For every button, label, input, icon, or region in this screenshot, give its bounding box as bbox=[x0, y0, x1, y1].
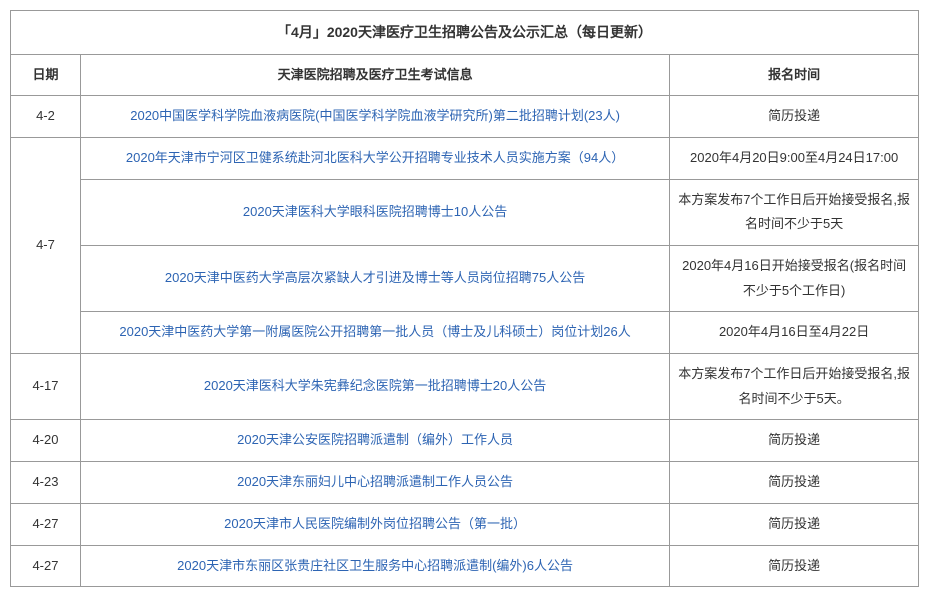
table-row: 4-27 2020天津市东丽区张贵庄社区卫生服务中心招聘派遣制(编外)6人公告 简历… bbox=[11, 545, 919, 587]
table-row: 4-27 2020天津市人民医院编制外岗位招聘公告（第一批） 简历投递 bbox=[11, 503, 919, 545]
info-cell: 2020天津医科大学朱宪彝纪念医院第一批招聘博士20人公告 bbox=[80, 354, 669, 420]
time-cell: 2020年4月20日9:00至4月24日17:00 bbox=[670, 137, 919, 179]
posting-link[interactable]: 2020天津市人民医院编制外岗位招聘公告（第一批） bbox=[224, 516, 526, 531]
table-row: 4-23 2020天津东丽妇儿中心招聘派遣制工作人员公告 简历投递 bbox=[11, 462, 919, 504]
table-title: 「4月」2020天津医疗卫生招聘公告及公示汇总（每日更新） bbox=[11, 11, 919, 55]
info-cell: 2020年天津市宁河区卫健系统赴河北医科大学公开招聘专业技术人员实施方案（94人… bbox=[80, 137, 669, 179]
header-info: 天津医院招聘及医疗卫生考试信息 bbox=[80, 54, 669, 96]
info-cell: 2020天津医科大学眼科医院招聘博士10人公告 bbox=[80, 179, 669, 245]
info-cell: 2020天津中医药大学第一附属医院公开招聘第一批人员（博士及儿科硕士）岗位计划2… bbox=[80, 312, 669, 354]
time-cell: 简历投递 bbox=[670, 96, 919, 138]
posting-link[interactable]: 2020天津中医药大学高层次紧缺人才引进及博士等人员岗位招聘75人公告 bbox=[165, 270, 585, 285]
posting-link[interactable]: 2020天津东丽妇儿中心招聘派遣制工作人员公告 bbox=[237, 474, 513, 489]
info-cell: 2020天津公安医院招聘派遣制（编外）工作人员 bbox=[80, 420, 669, 462]
date-cell: 4-2 bbox=[11, 96, 81, 138]
date-cell: 4-17 bbox=[11, 354, 81, 420]
table-row: 4-17 2020天津医科大学朱宪彝纪念医院第一批招聘博士20人公告 本方案发布7个… bbox=[11, 354, 919, 420]
time-cell: 2020年4月16日至4月22日 bbox=[670, 312, 919, 354]
time-cell: 本方案发布7个工作日后开始接受报名,报名时间不少于5天 bbox=[670, 179, 919, 245]
table-row: 4-72020年天津市宁河区卫健系统赴河北医科大学公开招聘专业技术人员实施方案（… bbox=[11, 137, 919, 179]
table-row: 4-2 2020中国医学科学院血液病医院(中国医学科学院血液学研究所)第二批招聘计… bbox=[11, 96, 919, 138]
table-row: 2020天津中医药大学第一附属医院公开招聘第一批人员（博士及儿科硕士）岗位计划2… bbox=[11, 312, 919, 354]
date-cell: 4-20 bbox=[11, 420, 81, 462]
info-cell: 2020天津中医药大学高层次紧缺人才引进及博士等人员岗位招聘75人公告 bbox=[80, 246, 669, 312]
info-cell: 2020中国医学科学院血液病医院(中国医学科学院血液学研究所)第二批招聘计划(2… bbox=[80, 96, 669, 138]
date-cell: 4-27 bbox=[11, 545, 81, 587]
table-body: 「4月」2020天津医疗卫生招聘公告及公示汇总（每日更新） 日期 天津医院招聘及… bbox=[11, 11, 919, 587]
time-cell: 本方案发布7个工作日后开始接受报名,报名时间不少于5天。 bbox=[670, 354, 919, 420]
time-cell: 简历投递 bbox=[670, 462, 919, 504]
header-date: 日期 bbox=[11, 54, 81, 96]
table-row: 2020天津医科大学眼科医院招聘博士10人公告 本方案发布7个工作日后开始接受报名… bbox=[11, 179, 919, 245]
time-cell: 2020年4月16日开始接受报名(报名时间不少于5个工作日) bbox=[670, 246, 919, 312]
posting-link[interactable]: 2020中国医学科学院血液病医院(中国医学科学院血液学研究所)第二批招聘计划(2… bbox=[130, 108, 620, 123]
info-cell: 2020天津市人民医院编制外岗位招聘公告（第一批） bbox=[80, 503, 669, 545]
table-row: 2020天津中医药大学高层次紧缺人才引进及博士等人员岗位招聘75人公告 2020年… bbox=[11, 246, 919, 312]
posting-link[interactable]: 2020天津市东丽区张贵庄社区卫生服务中心招聘派遣制(编外)6人公告 bbox=[177, 558, 573, 573]
time-cell: 简历投递 bbox=[670, 420, 919, 462]
header-time: 报名时间 bbox=[670, 54, 919, 96]
posting-link[interactable]: 2020年天津市宁河区卫健系统赴河北医科大学公开招聘专业技术人员实施方案（94人… bbox=[126, 150, 624, 165]
date-cell: 4-27 bbox=[11, 503, 81, 545]
header-row: 日期 天津医院招聘及医疗卫生考试信息 报名时间 bbox=[11, 54, 919, 96]
table-row: 4-20 2020天津公安医院招聘派遣制（编外）工作人员 简历投递 bbox=[11, 420, 919, 462]
date-cell: 4-23 bbox=[11, 462, 81, 504]
posting-link[interactable]: 2020天津医科大学眼科医院招聘博士10人公告 bbox=[243, 204, 507, 219]
date-cell: 4-7 bbox=[11, 137, 81, 353]
posting-link[interactable]: 2020天津中医药大学第一附属医院公开招聘第一批人员（博士及儿科硕士）岗位计划2… bbox=[119, 324, 630, 339]
info-cell: 2020天津市东丽区张贵庄社区卫生服务中心招聘派遣制(编外)6人公告 bbox=[80, 545, 669, 587]
time-cell: 简历投递 bbox=[670, 503, 919, 545]
info-cell: 2020天津东丽妇儿中心招聘派遣制工作人员公告 bbox=[80, 462, 669, 504]
time-cell: 简历投递 bbox=[670, 545, 919, 587]
posting-link[interactable]: 2020天津公安医院招聘派遣制（编外）工作人员 bbox=[237, 432, 513, 447]
title-row: 「4月」2020天津医疗卫生招聘公告及公示汇总（每日更新） bbox=[11, 11, 919, 55]
recruitment-table: 「4月」2020天津医疗卫生招聘公告及公示汇总（每日更新） 日期 天津医院招聘及… bbox=[10, 10, 919, 587]
posting-link[interactable]: 2020天津医科大学朱宪彝纪念医院第一批招聘博士20人公告 bbox=[204, 378, 546, 393]
